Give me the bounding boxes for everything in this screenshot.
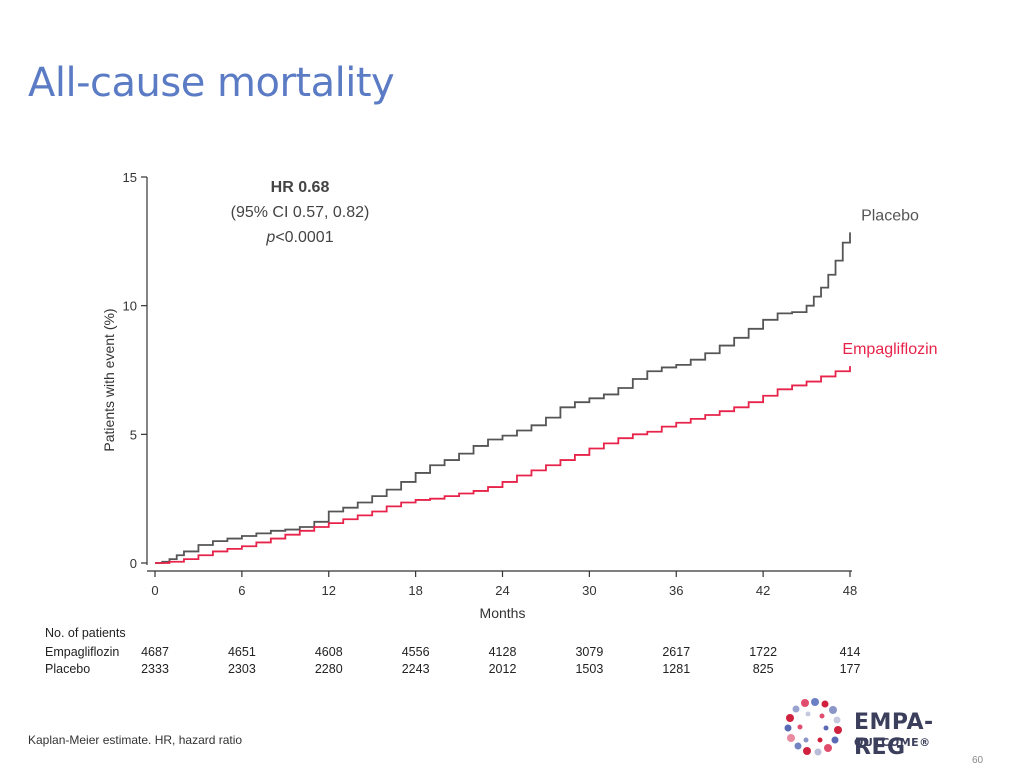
- risk-cell: 4128: [488, 645, 517, 659]
- risk-cell: 2333: [141, 662, 169, 676]
- logo-subtitle: OUTCOME®: [854, 736, 931, 749]
- risk-cell: 2012: [488, 662, 517, 676]
- risk-cell: 3079: [575, 645, 604, 659]
- risk-cell: 1281: [662, 662, 691, 676]
- risk-cell: 4556: [401, 645, 430, 659]
- y-tick-label: 5: [130, 427, 137, 442]
- logo-title: EMPA-REG: [854, 710, 934, 760]
- x-tick-label: 0: [151, 583, 158, 598]
- risk-cell: 1722: [749, 645, 778, 659]
- p-value: p<0.0001: [265, 229, 333, 246]
- risk-cell: 2303: [227, 662, 256, 676]
- risk-cell: 177: [839, 662, 861, 676]
- risk-cell: 1503: [575, 662, 604, 676]
- risk-cell: 2243: [401, 662, 430, 676]
- x-tick-label: 18: [408, 583, 422, 598]
- chart-lines: [155, 232, 851, 564]
- page-number: 60: [972, 755, 984, 766]
- footnote: Kaplan-Meier estimate. HR, hazard ratio: [28, 733, 243, 747]
- risk-row-label: Placebo: [45, 662, 91, 676]
- y-tick-label: 15: [123, 170, 137, 185]
- x-tick-label: 42: [756, 583, 770, 598]
- risk-cell: 414: [839, 645, 861, 659]
- x-axis-label: Months: [480, 605, 526, 621]
- risk-cell: 2617: [662, 645, 691, 659]
- series-line-placebo: [155, 232, 851, 564]
- chart-labels: Placebo Empagliflozin: [842, 207, 937, 358]
- x-tick-label: 30: [582, 583, 596, 598]
- series-label-placebo: Placebo: [861, 207, 919, 224]
- risk-cell: 4608: [314, 645, 343, 659]
- series-label-empagliflozin: Empagliflozin: [842, 341, 937, 358]
- y-tick-label: 0: [130, 556, 137, 571]
- risk-row-label: Empagliflozin: [45, 645, 120, 659]
- km-chart: 0 5 10 15 0 6 12 18 24 30 36 42 48 Months Patients wit…: [101, 170, 938, 621]
- risk-cell: 4651: [227, 645, 256, 659]
- risk-cell: 4687: [141, 645, 169, 659]
- y-tick-label: 10: [123, 299, 137, 314]
- empa-reg-logo: EMPA-REG OUTCOME®: [780, 696, 980, 760]
- x-tick-label: 24: [495, 583, 509, 598]
- y-axis-label: Patients with event (%): [101, 308, 117, 451]
- chart-axes: 0 5 10 15 0 6 12 18 24 30 36 42 48 Months Patients wit…: [101, 170, 857, 621]
- x-tick-label: 6: [238, 583, 245, 598]
- chart-annotation: HR 0.68 (95% CI 0.57, 0.82) p<0.0001: [231, 179, 370, 246]
- x-tick-label: 36: [669, 583, 683, 598]
- p-value-letter: p: [265, 229, 275, 246]
- x-tick-label: 48: [843, 583, 857, 598]
- confidence-interval: (95% CI 0.57, 0.82): [231, 204, 370, 221]
- logo-dots-icon: [784, 698, 842, 756]
- x-tick-label: 12: [322, 583, 336, 598]
- p-value-number: <0.0001: [275, 229, 333, 246]
- hazard-ratio: HR 0.68: [271, 179, 330, 196]
- risk-cell: 2280: [314, 662, 343, 676]
- risk-cell: 825: [752, 662, 774, 676]
- series-line-empagliflozin: [155, 366, 851, 564]
- slide-title: All-cause mortality: [28, 60, 395, 106]
- risk-table-heading: No. of patients: [45, 626, 126, 640]
